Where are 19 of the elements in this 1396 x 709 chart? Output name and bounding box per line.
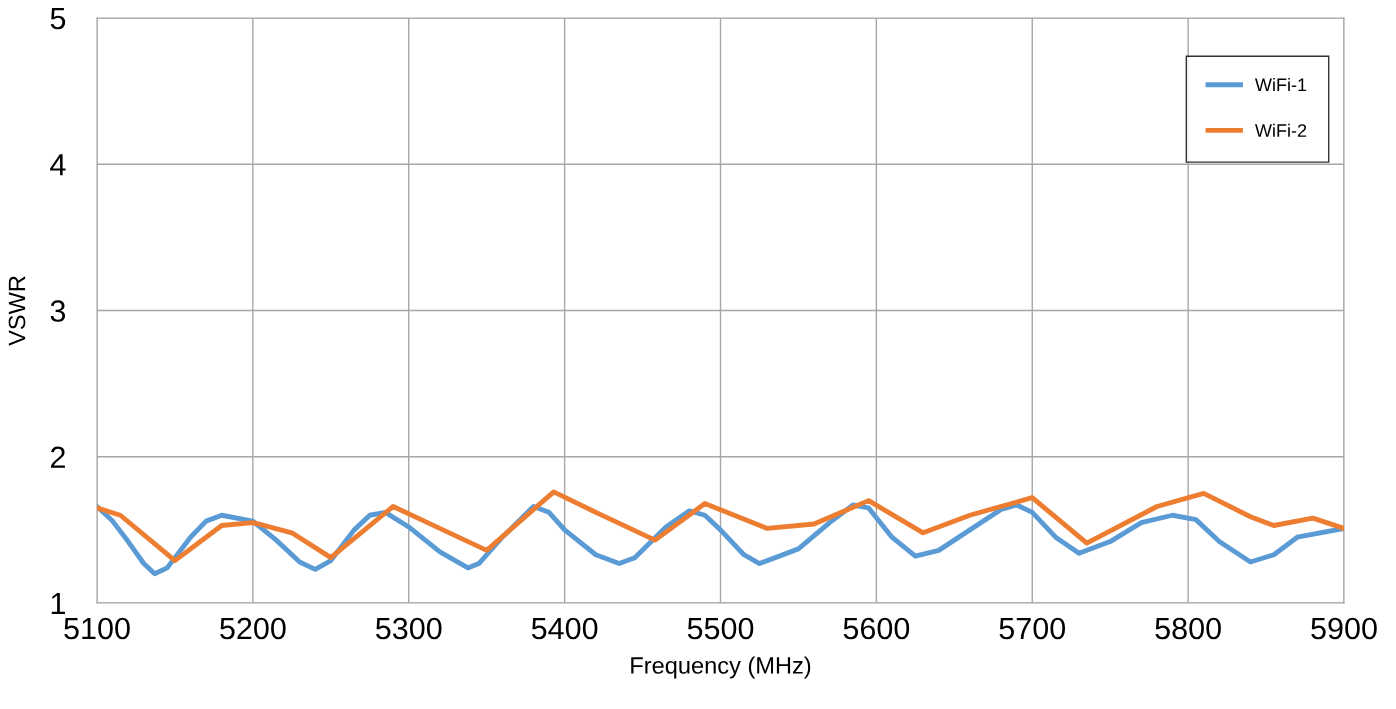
x-tick-label: 5100 [64, 617, 130, 640]
x-tick-label: 5700 [999, 617, 1066, 640]
x-tick-label: 5600 [843, 617, 910, 640]
x-tick-label: 5800 [1155, 617, 1221, 640]
y-tick-label: 3 [50, 300, 66, 322]
y-tick-label: 2 [50, 446, 65, 468]
legend-label: WiFi-2 [1255, 123, 1307, 137]
x-tick-label: 5400 [531, 617, 598, 640]
y-tick-label: 4 [50, 154, 66, 176]
y-axis-title: VSWR [8, 276, 26, 346]
legend-label: WiFi-1 [1255, 77, 1307, 92]
x-tick-label: 5300 [375, 617, 442, 640]
x-axis-title: Frequency (MHz) [631, 656, 811, 679]
y-tick-label: 5 [50, 8, 66, 30]
line-series [97, 489, 1344, 564]
x-tick-label: 5500 [687, 617, 754, 640]
x-tick-label: 5900 [1311, 617, 1377, 640]
y-tick-label: 1 [51, 593, 65, 615]
x-tick-label: 5200 [220, 617, 286, 640]
